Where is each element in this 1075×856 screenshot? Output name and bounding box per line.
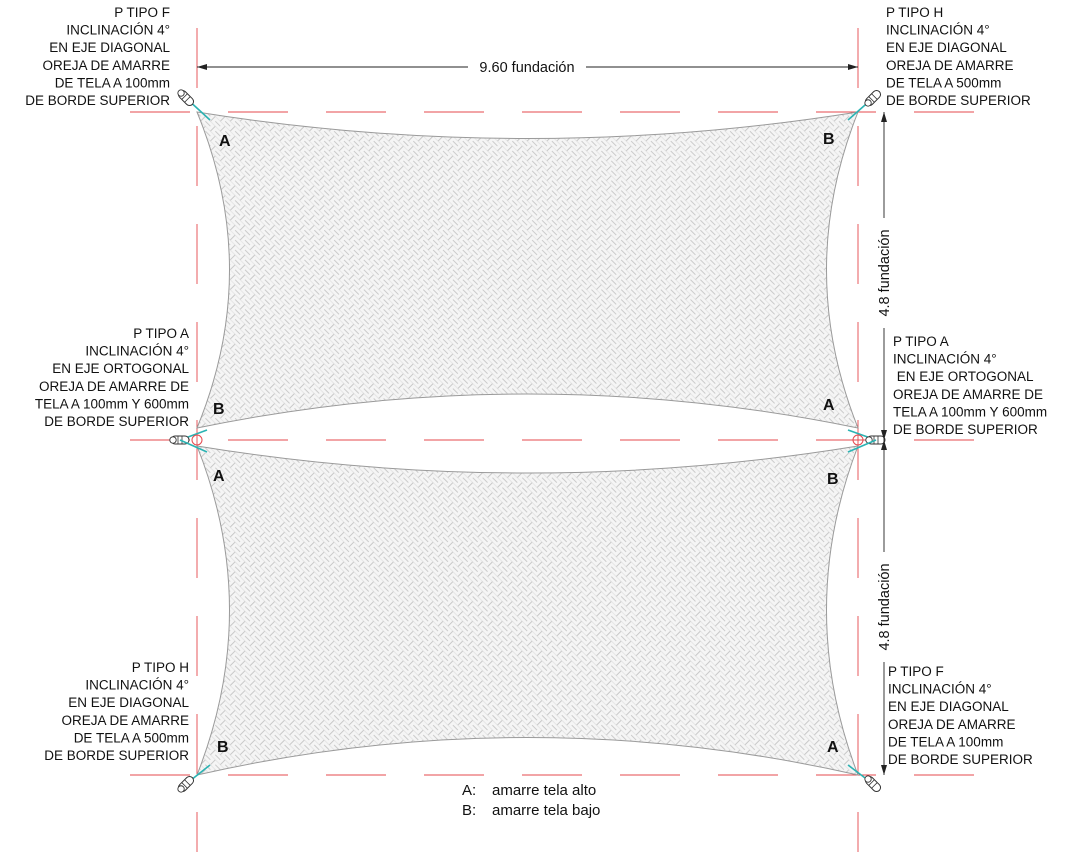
corner-label: B: [823, 131, 835, 148]
inclined-post-icon: [863, 89, 882, 108]
inclined-post-icon: [863, 774, 882, 793]
post-note-line: EN EJE DIAGONAL: [49, 40, 170, 55]
post-note-line: DE TELA A 100mm: [888, 734, 1003, 749]
inclined-post-icon: [176, 775, 195, 794]
inclined-post-icon: [176, 88, 195, 107]
post-note-line: INCLINACIÓN 4°: [66, 23, 170, 38]
legend-b-key: B:: [462, 802, 476, 819]
post-note-line: INCLINACIÓN 4°: [85, 344, 189, 359]
post-note-line: INCLINACIÓN 4°: [886, 23, 990, 38]
corner-label: A: [823, 397, 835, 414]
post-note-line: TELA A 100mm Y 600mm: [35, 396, 189, 411]
post-note-line: P TIPO H: [132, 660, 189, 675]
post-note-line: EN EJE DIAGONAL: [68, 695, 189, 710]
top-width-dimension: 9.60 fundación: [197, 58, 858, 76]
post-note-line: OREJA DE AMARRE: [61, 713, 189, 728]
corner-label: A: [213, 468, 225, 485]
legend-b-text: amarre tela bajo: [492, 802, 600, 819]
post-note-mid-left: P TIPO A INCLINACIÓN 4° EN EJE ORTOGONAL OR…: [35, 326, 190, 429]
post-note-line: EN EJE DIAGONAL: [886, 40, 1007, 55]
post-note-line: OREJA DE AMARRE: [886, 58, 1014, 73]
top-width-label: 9.60 fundación: [479, 60, 574, 76]
post-note-line: P TIPO A: [133, 326, 189, 341]
post-note-top-right: P TIPO H INCLINACIÓN 4° EN EJE DIAGONAL ORE…: [886, 5, 1031, 108]
post-note-mid-right: P TIPO A INCLINACIÓN 4° EN EJE ORTOGONAL O…: [893, 334, 1047, 437]
legend-a-text: amarre tela alto: [492, 782, 596, 799]
right-lower-height-label: 4.8 fundación: [877, 563, 893, 650]
post-note-line: TELA A 100mm Y 600mm: [893, 404, 1047, 419]
shade-sail-lower: [197, 446, 858, 775]
post-note-line: DE TELA A 100mm: [55, 75, 170, 90]
post-note-top-left: P TIPO F INCLINACIÓN 4° EN EJE DIAGONAL ORE…: [25, 5, 170, 108]
post-note-line: EN EJE ORTOGONAL: [52, 361, 189, 376]
post-note-line: DE TELA A 500mm: [74, 730, 189, 745]
post-note-line: INCLINACIÓN 4°: [893, 352, 997, 367]
corner-label: A: [827, 739, 839, 756]
post-note-line: P TIPO A: [893, 334, 949, 349]
post-note-line: EN EJE ORTOGONAL: [893, 369, 1034, 384]
corner-label: B: [213, 401, 225, 418]
corner-label: B: [217, 739, 229, 756]
right-upper-height-label: 4.8 fundación: [877, 229, 893, 316]
post-note-bottom-right: P TIPO F INCLINACIÓN 4° EN EJE DIAGONAL ORE…: [888, 664, 1033, 767]
tie-cable: [848, 440, 876, 452]
post-note-line: DE BORDE SUPERIOR: [888, 752, 1033, 767]
tie-cable: [180, 440, 207, 452]
post-note-line: DE TELA A 500mm: [886, 75, 1001, 90]
post-note-line: INCLINACIÓN 4°: [888, 682, 992, 697]
corner-label: B: [827, 471, 839, 488]
post-note-line: P TIPO F: [114, 5, 170, 20]
post-note-line: OREJA DE AMARRE DE: [39, 379, 189, 394]
post-note-line: DE BORDE SUPERIOR: [893, 422, 1038, 437]
post-note-line: OREJA DE AMARRE: [42, 58, 170, 73]
post-note-line: DE BORDE SUPERIOR: [25, 93, 170, 108]
post-note-line: OREJA DE AMARRE DE: [893, 387, 1043, 402]
legend: A: amarre tela alto B: amarre tela bajo: [462, 782, 600, 819]
post-note-line: DE BORDE SUPERIOR: [44, 414, 189, 429]
post-note-line: DE BORDE SUPERIOR: [886, 93, 1031, 108]
post-note-line: EN EJE DIAGONAL: [888, 699, 1009, 714]
post-note-bottom-left: P TIPO H INCLINACIÓN 4° EN EJE DIAGONAL ORE…: [44, 660, 189, 763]
corner-label: A: [219, 133, 231, 150]
post-note-line: P TIPO H: [886, 5, 943, 20]
post-note-line: OREJA DE AMARRE: [888, 717, 1016, 732]
post-note-line: P TIPO F: [888, 664, 944, 679]
post-note-line: INCLINACIÓN 4°: [85, 678, 189, 693]
post-note-line: DE BORDE SUPERIOR: [44, 748, 189, 763]
legend-a-key: A:: [462, 782, 476, 799]
shade-sail-upper: [197, 112, 858, 428]
